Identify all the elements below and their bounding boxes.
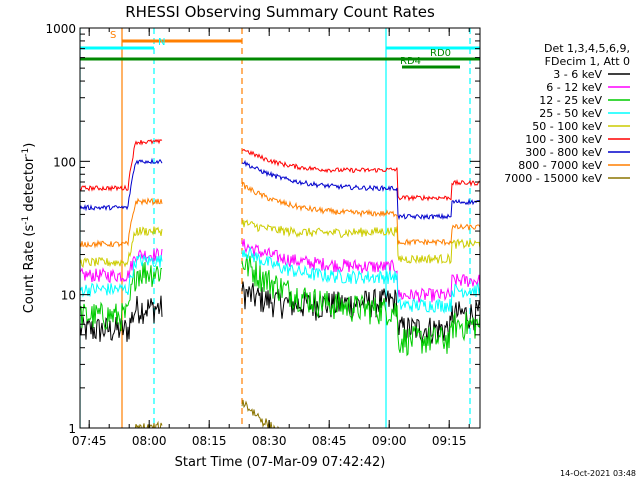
state-bar-label-1: N <box>158 37 165 48</box>
legend-header-line-2: FDecim 1, Att 0 <box>545 55 630 68</box>
x-tick-label: 08:45 <box>312 434 347 448</box>
plot-frame <box>79 27 481 429</box>
legend-label-3: 25 - 50 keV <box>539 107 602 120</box>
x-tick-label: 08:15 <box>192 434 227 448</box>
y-axis-label: Count Rate (s-1 detector-1) <box>21 143 37 314</box>
y-tick-label: 100 <box>53 155 76 169</box>
legend-header-line-1: Det 1,3,4,5,6,9, <box>544 42 630 55</box>
state-bar-label-0: S <box>110 30 116 41</box>
timestamp: 14-Oct-2021 03:48 <box>560 469 636 478</box>
state-bar-label-4: RD4 <box>400 56 421 67</box>
chart-title: RHESSI Observing Summary Count Rates <box>125 3 435 21</box>
x-tick-label: 08:30 <box>252 434 287 448</box>
legend-label-1: 6 - 12 keV <box>546 81 602 94</box>
plot-clip-group: S N N RD0 RD4 <box>80 28 491 428</box>
y-tick-label: 1 <box>68 422 76 436</box>
series-line-5 <box>80 138 480 202</box>
legend-label-7: 800 - 7000 keV <box>518 159 602 172</box>
series-line-8 <box>134 399 280 428</box>
x-axis-label: Start Time (07-Mar-09 07:42:42) <box>175 455 386 470</box>
state-bar-label-3: RD0 <box>430 48 451 59</box>
legend-label-6: 300 - 800 keV <box>525 146 602 159</box>
x-tick-label: 08:00 <box>132 434 167 448</box>
y-axis-label-sup1: -1 <box>21 216 31 225</box>
legend: Det 1,3,4,5,6,9, FDecim 1, Att 0 3 - 6 k… <box>504 42 630 185</box>
state-bar-label-2: N <box>484 37 491 48</box>
legend-label-2: 12 - 25 keV <box>539 94 602 107</box>
series-line-1 <box>80 238 480 303</box>
axes: 07:45 08:00 08:15 08:30 08:45 09:00 09:15 1 10 10… <box>45 22 481 448</box>
legend-label-4: 50 - 100 keV <box>532 120 602 133</box>
plot-area: S N N RD0 RD4 <box>80 28 491 428</box>
legend-label-0: 3 - 6 keV <box>553 68 602 81</box>
series-line-3 <box>80 245 480 314</box>
series-line-7 <box>80 181 480 249</box>
y-axis-label-rest: detector <box>22 156 37 216</box>
x-tick-label: 09:15 <box>432 434 467 448</box>
series-line-4 <box>80 219 480 268</box>
y-tick-label: 1000 <box>45 22 76 36</box>
y-tick-label: 10 <box>61 289 76 303</box>
y-axis-label-main: Count Rate (s <box>22 225 37 314</box>
y-axis-label-sup2: -1 <box>21 148 31 157</box>
y-axis-label-close: ) <box>22 143 37 148</box>
series-line-2 <box>80 254 480 357</box>
x-tick-label: 07:45 <box>72 434 107 448</box>
legend-label-8: 7000 - 15000 keV <box>504 172 602 185</box>
x-tick-label: 09:00 <box>372 434 407 448</box>
legend-label-5: 100 - 300 keV <box>525 133 602 146</box>
series-line-6 <box>80 157 480 221</box>
